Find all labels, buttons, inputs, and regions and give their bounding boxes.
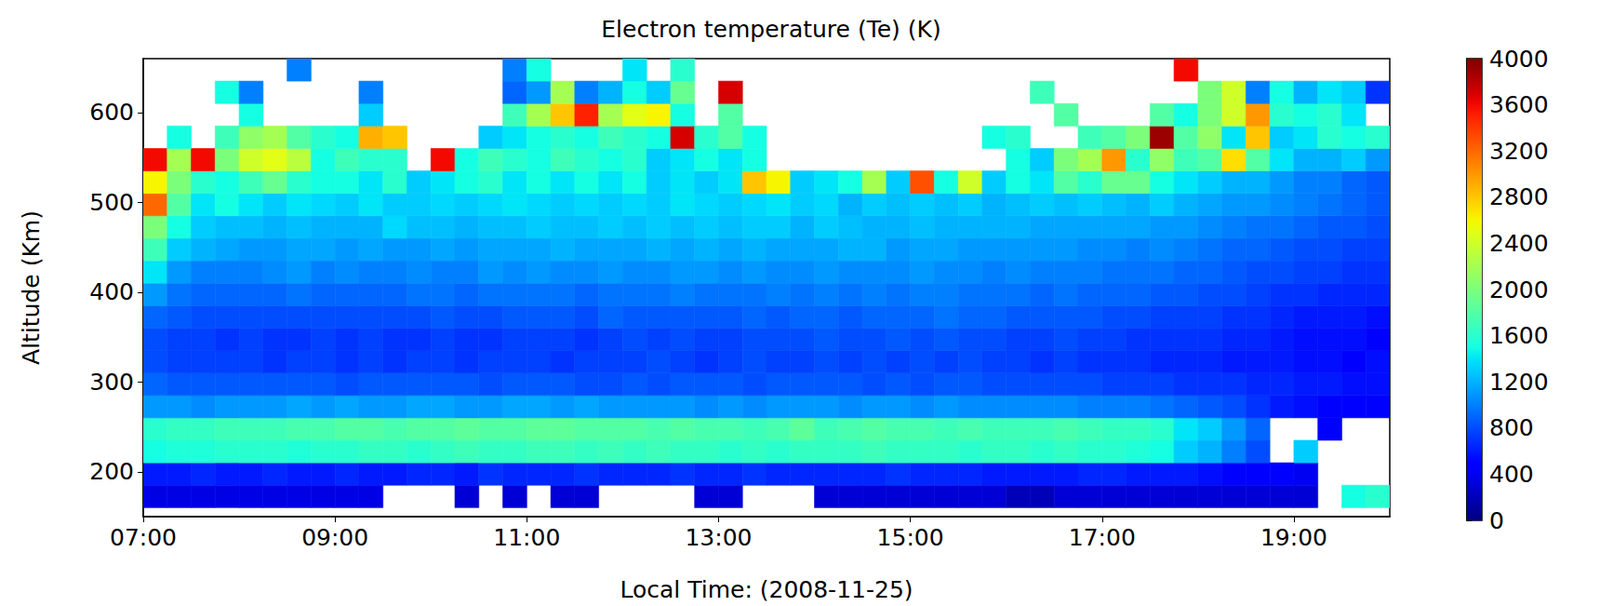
svg-text:4000: 4000 xyxy=(1489,45,1549,73)
svg-text:200: 200 xyxy=(89,457,134,485)
svg-text:09:00: 09:00 xyxy=(301,523,369,551)
svg-text:13:00: 13:00 xyxy=(684,523,752,551)
svg-text:19:00: 19:00 xyxy=(1260,523,1328,551)
svg-text:Altitude (Km): Altitude (Km) xyxy=(17,210,45,365)
svg-text:Electron temperature (Te) (K): Electron temperature (Te) (K) xyxy=(600,15,941,43)
svg-text:3200: 3200 xyxy=(1489,137,1549,165)
svg-text:600: 600 xyxy=(89,98,134,126)
svg-text:15:00: 15:00 xyxy=(877,523,945,551)
svg-text:400: 400 xyxy=(1489,460,1534,488)
svg-text:11:00: 11:00 xyxy=(493,523,560,551)
svg-text:800: 800 xyxy=(1489,413,1534,441)
svg-text:3600: 3600 xyxy=(1489,91,1549,119)
svg-text:17:00: 17:00 xyxy=(1068,523,1136,551)
svg-text:400: 400 xyxy=(89,278,134,306)
svg-text:300: 300 xyxy=(89,368,134,396)
svg-text:2000: 2000 xyxy=(1489,276,1549,304)
svg-text:500: 500 xyxy=(89,188,134,216)
svg-text:1600: 1600 xyxy=(1489,321,1549,349)
svg-text:0: 0 xyxy=(1489,506,1505,534)
svg-text:2400: 2400 xyxy=(1489,229,1549,257)
svg-text:Local Time: (2008-11-25): Local Time: (2008-11-25) xyxy=(619,575,913,603)
svg-text:2800: 2800 xyxy=(1489,183,1549,211)
svg-text:07:00: 07:00 xyxy=(109,523,177,551)
svg-text:1200: 1200 xyxy=(1489,368,1549,396)
